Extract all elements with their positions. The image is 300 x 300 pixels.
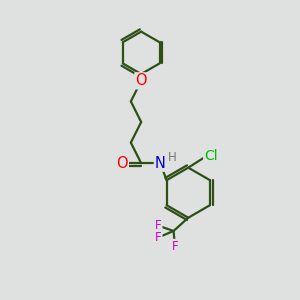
Text: O: O xyxy=(135,73,147,88)
Text: F: F xyxy=(172,240,178,253)
Text: F: F xyxy=(155,231,162,244)
Text: N: N xyxy=(155,156,166,171)
Text: F: F xyxy=(155,219,162,232)
Text: Cl: Cl xyxy=(204,149,218,163)
Text: H: H xyxy=(168,152,177,164)
Text: O: O xyxy=(116,156,128,171)
